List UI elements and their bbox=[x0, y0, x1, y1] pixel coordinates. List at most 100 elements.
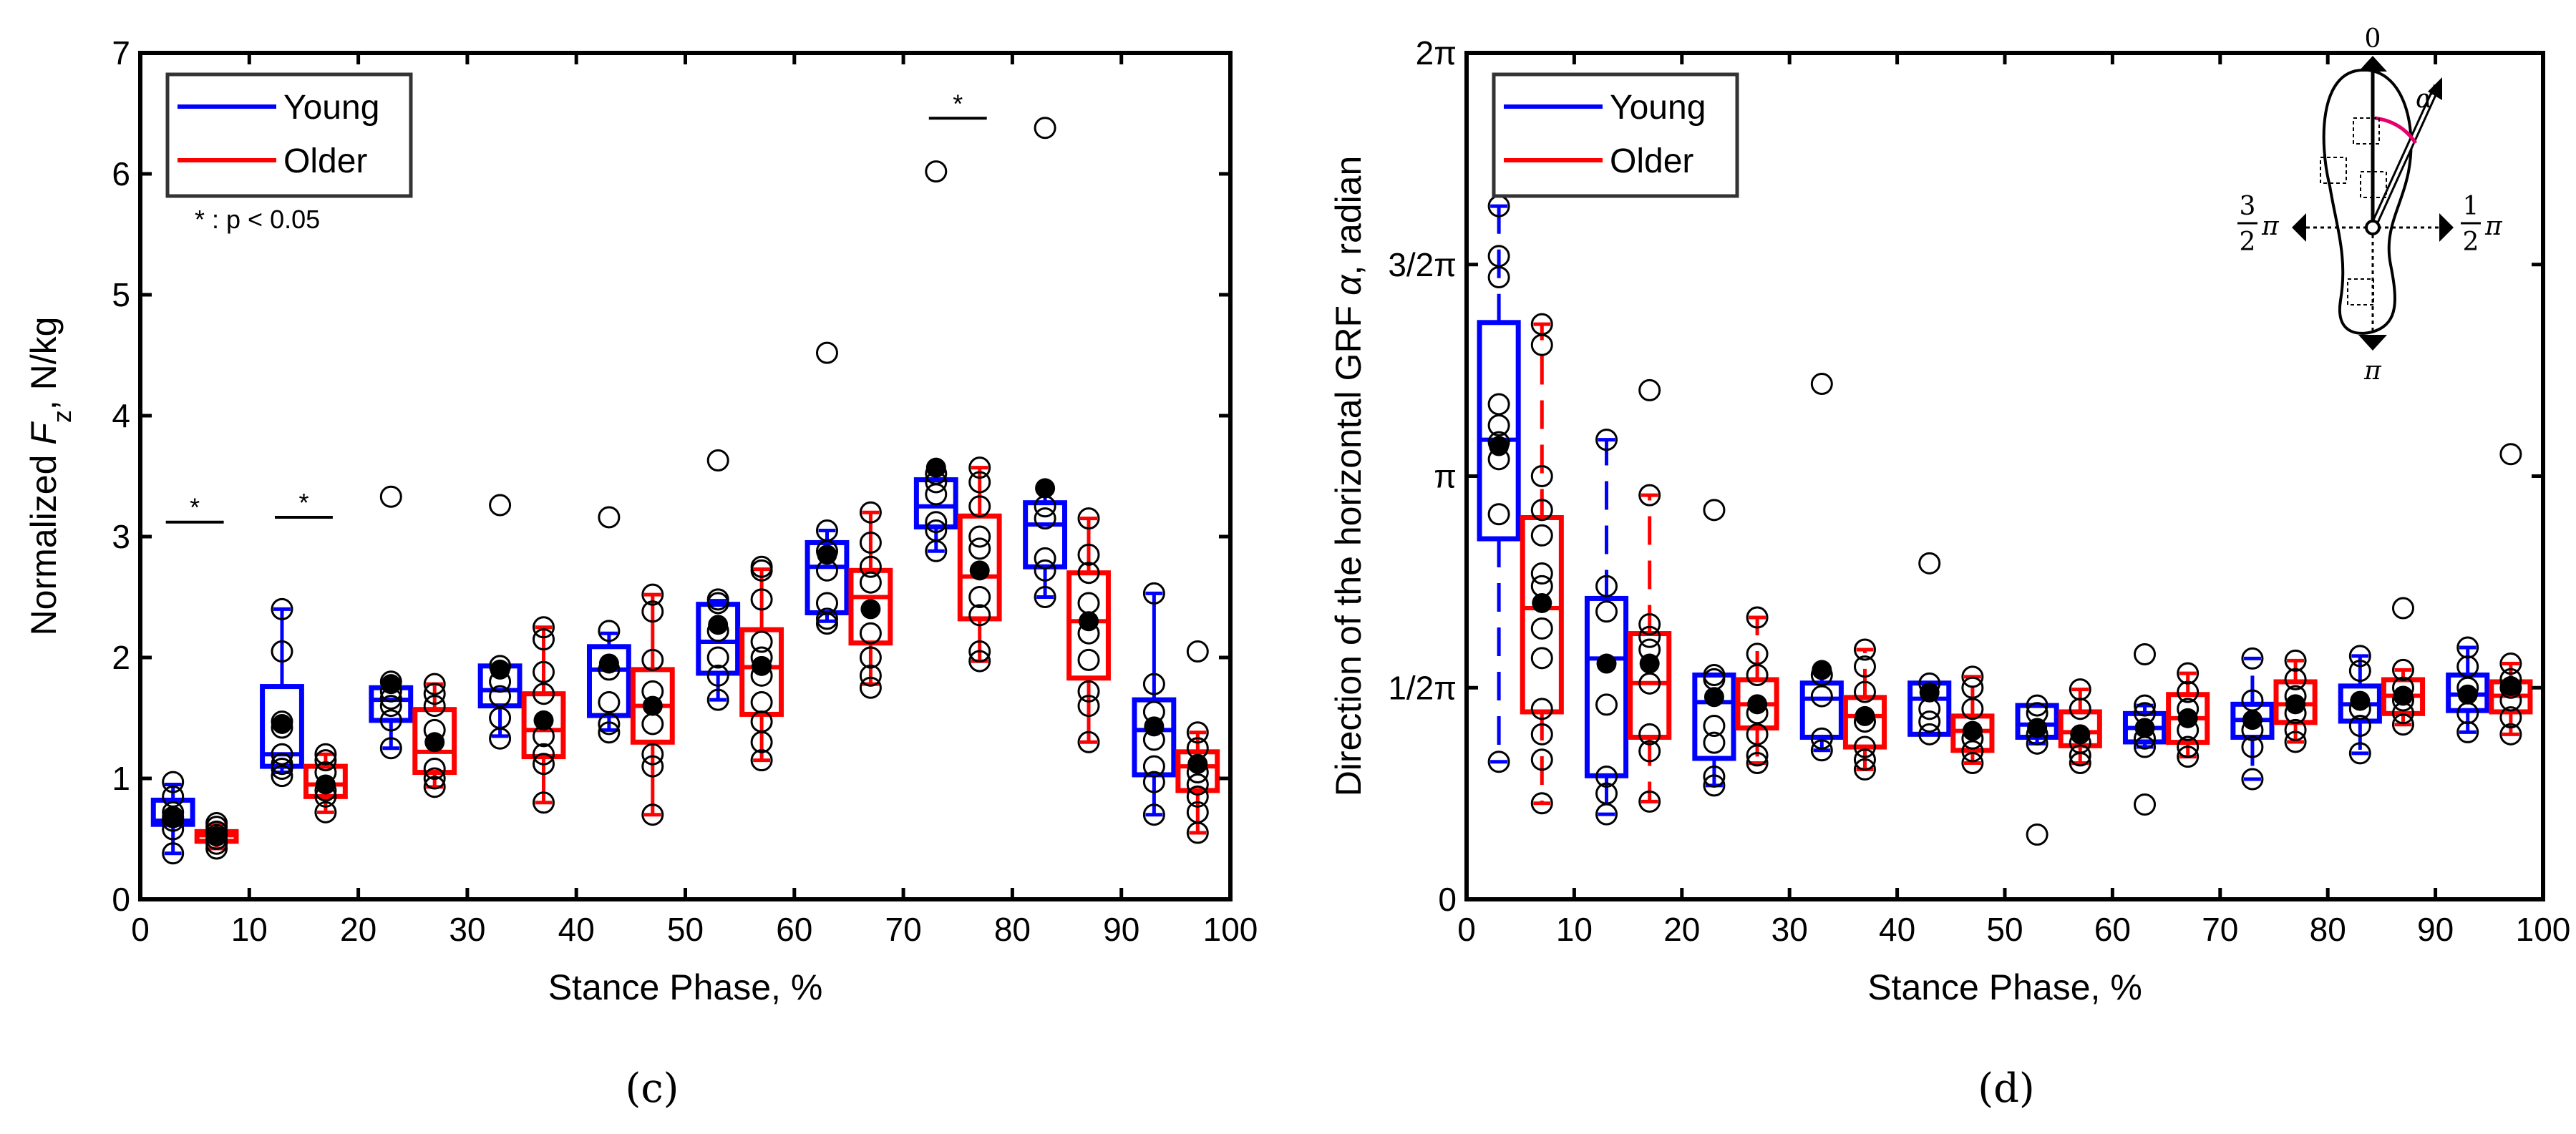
data-point bbox=[1142, 582, 1165, 605]
data-point bbox=[533, 743, 555, 766]
sensor-square-icon bbox=[2353, 117, 2380, 145]
data-point bbox=[1853, 758, 1876, 781]
box-young-93 bbox=[1132, 582, 1177, 826]
data-point bbox=[968, 640, 991, 663]
data-point bbox=[1077, 648, 1100, 671]
inset-label-pi: π bbox=[2363, 356, 2382, 386]
mean-marker bbox=[1855, 705, 1875, 726]
data-point bbox=[1530, 748, 1553, 771]
mean-marker bbox=[1812, 660, 1832, 680]
data-point bbox=[1186, 785, 1209, 808]
data-point bbox=[1703, 774, 1726, 797]
data-point bbox=[1961, 752, 1984, 775]
data-point bbox=[598, 721, 621, 744]
data-point bbox=[1530, 562, 1553, 585]
significance-note: * : p < 0.05 bbox=[195, 205, 320, 234]
mean-marker bbox=[860, 599, 881, 620]
data-point bbox=[859, 531, 882, 554]
inset-left-numerator: 3 bbox=[2240, 192, 2256, 221]
data-point bbox=[1077, 680, 1100, 703]
data-point bbox=[423, 673, 446, 695]
mean-marker bbox=[2070, 724, 2091, 745]
chart-d-grf-direction: 0 10 20 30 40 50 60 70 80 90 10001/2ππ3/2π2πStance… bbox=[1328, 24, 2570, 1112]
box-iqr bbox=[412, 707, 457, 776]
arrow-up-icon bbox=[2358, 56, 2387, 72]
box-iqr bbox=[521, 691, 566, 760]
data-point bbox=[641, 713, 664, 735]
series-older bbox=[1520, 313, 2533, 815]
data-point bbox=[815, 592, 838, 615]
mean-marker bbox=[1919, 682, 1940, 703]
data-point bbox=[1810, 739, 1833, 762]
mean-marker bbox=[969, 560, 990, 581]
mean-marker bbox=[2027, 718, 2048, 738]
data-point bbox=[1487, 393, 1510, 416]
data-point bbox=[859, 622, 882, 645]
data-point bbox=[2348, 645, 2371, 668]
x-tick-label: 70 bbox=[885, 911, 922, 948]
data-point bbox=[1487, 414, 1510, 437]
box-young-43 bbox=[1907, 552, 1952, 746]
data-point bbox=[1487, 751, 1510, 773]
data-point bbox=[1703, 664, 1726, 687]
data-point bbox=[1034, 547, 1056, 570]
box-iqr bbox=[1132, 697, 1177, 778]
mean-marker bbox=[315, 774, 336, 795]
box-young-63 bbox=[805, 341, 850, 635]
data-point bbox=[1077, 730, 1100, 753]
mean-marker bbox=[1639, 653, 1660, 674]
data-point bbox=[1961, 676, 1984, 699]
x-tick-label: 80 bbox=[994, 911, 1031, 948]
mean-marker bbox=[752, 655, 772, 676]
data-point bbox=[423, 695, 446, 718]
mean-marker bbox=[2134, 718, 2155, 738]
outlier-point bbox=[2134, 643, 2157, 666]
box-young-13 bbox=[1584, 429, 1629, 826]
data-point bbox=[1595, 765, 1618, 788]
data-point bbox=[314, 743, 337, 766]
box-older-67 bbox=[848, 501, 893, 699]
mean-marker bbox=[2457, 684, 2478, 705]
box-young-43 bbox=[586, 506, 631, 744]
mean-marker bbox=[533, 710, 554, 730]
data-point bbox=[2391, 658, 2414, 681]
data-point bbox=[1595, 600, 1618, 623]
box-iqr bbox=[586, 644, 631, 718]
box-iqr bbox=[739, 627, 784, 717]
y-tick-label: 2π bbox=[1416, 34, 1457, 72]
box-iqr bbox=[913, 477, 958, 529]
legend-label-older: Older bbox=[1610, 142, 1693, 180]
data-point bbox=[423, 683, 446, 705]
data-point bbox=[750, 630, 773, 653]
data-point bbox=[968, 525, 991, 548]
data-point bbox=[379, 695, 402, 718]
x-tick-label: 30 bbox=[1771, 911, 1808, 948]
outlier-point bbox=[2026, 823, 2048, 846]
series-older bbox=[194, 456, 1220, 860]
data-point bbox=[1077, 507, 1100, 530]
data-point bbox=[1186, 721, 1209, 744]
data-point bbox=[379, 709, 402, 732]
data-point bbox=[706, 688, 729, 711]
data-point bbox=[271, 743, 293, 766]
data-point bbox=[968, 495, 991, 518]
data-point bbox=[968, 604, 991, 627]
box-older-77 bbox=[2273, 649, 2318, 753]
box-older-17 bbox=[303, 743, 348, 823]
inset-label-alpha: α bbox=[2416, 84, 2433, 114]
data-point bbox=[162, 771, 185, 793]
data-point bbox=[2499, 723, 2522, 746]
y-axis-label-part: α bbox=[1328, 274, 1369, 295]
sensor-square-icon bbox=[2347, 278, 2374, 306]
box-young-83 bbox=[1023, 117, 1068, 608]
box-young-63 bbox=[2122, 643, 2167, 816]
data-point bbox=[1853, 655, 1876, 678]
box-older-27 bbox=[412, 673, 457, 798]
chart-c-normalized-fz: * * * 0 10 20 30 40 50 60 70 80 90 100 0 1 2 3 4 5 6 7 Stance … bbox=[24, 34, 1258, 1112]
data-point bbox=[1530, 499, 1553, 522]
data-point bbox=[2391, 713, 2414, 736]
data-point bbox=[859, 664, 882, 687]
data-point bbox=[1487, 503, 1510, 526]
mean-marker bbox=[2500, 675, 2521, 696]
